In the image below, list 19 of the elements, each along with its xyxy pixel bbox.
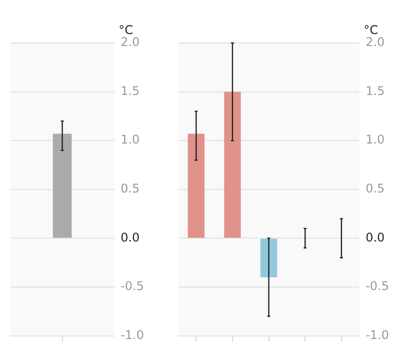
bar [260,238,278,278]
y-tick-label: 2.0 [120,35,140,50]
y-axis-title: °C [364,23,378,38]
y-tick-label: 1.5 [120,84,140,98]
y-tick-label: -1.0 [120,328,144,342]
y-tick-label: 1.0 [120,132,140,147]
y-tick-label: 1.5 [366,84,385,98]
bar [224,92,241,238]
bar [188,134,205,238]
y-tick-label: -0.5 [120,279,144,294]
y-tick-label: -1.0 [366,328,390,342]
y-tick-label: 0.5 [366,182,385,196]
y-tick-label: 0.5 [120,182,140,196]
y-tick-label: 1.0 [366,132,385,147]
y-tick-label: 0.0 [366,230,385,244]
y-axis-title: °C [118,23,133,38]
y-tick-label: -0.5 [366,279,390,294]
y-tick-label: 2.0 [366,35,385,50]
y-tick-label: 0.0 [120,230,140,244]
